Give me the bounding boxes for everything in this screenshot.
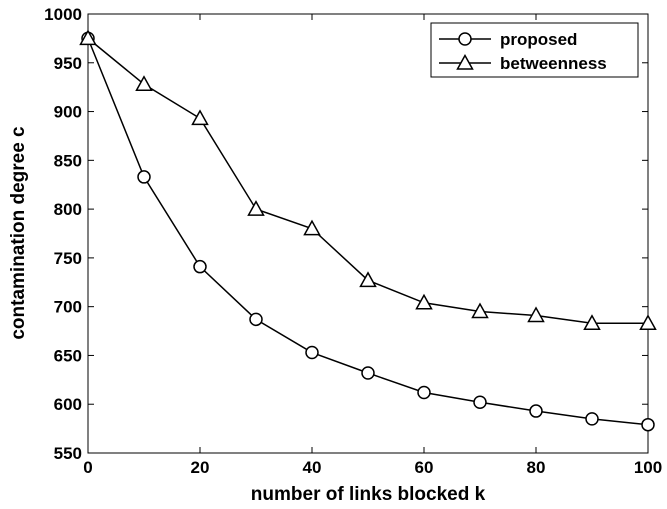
data-point-betweenness <box>639 314 657 331</box>
y-tick-label: 700 <box>54 298 82 317</box>
data-point-proposed <box>249 312 263 327</box>
x-axis-label: number of links blocked k <box>251 484 486 505</box>
data-point-betweenness <box>191 109 209 126</box>
data-point-proposed <box>529 404 543 418</box>
legend: proposed betweenness <box>430 22 639 78</box>
y-tick-label: 1000 <box>44 5 82 24</box>
x-tick-label: 40 <box>303 458 322 477</box>
y-tick-label: 800 <box>54 200 82 219</box>
data-point-betweenness <box>583 314 601 331</box>
data-point-proposed <box>473 395 487 410</box>
data-point-proposed <box>585 412 599 426</box>
plot-area <box>87 13 649 454</box>
series-layer <box>79 29 657 432</box>
data-point-betweenness <box>247 200 265 216</box>
y-tick-label: 750 <box>54 249 82 268</box>
x-axis-ticks: 0 20 40 60 80 100 <box>83 14 662 477</box>
y-tick-label: 650 <box>54 346 82 365</box>
data-point-betweenness <box>527 306 545 323</box>
y-tick-label: 850 <box>54 151 82 170</box>
data-point-proposed <box>361 366 375 380</box>
y-tick-label: 550 <box>54 444 82 463</box>
x-tick-label: 0 <box>83 458 92 477</box>
y-axis-label: contamination degree c <box>8 126 29 340</box>
data-point-betweenness <box>471 302 489 319</box>
legend-marker-circle <box>458 32 472 46</box>
x-tick-label: 20 <box>191 458 210 477</box>
data-point-betweenness <box>303 219 321 236</box>
legend-label-proposed: proposed <box>500 30 577 49</box>
data-point-betweenness <box>359 271 377 288</box>
y-axis-ticks: 550 600 650 700 750 800 850 900 950 1000 <box>44 5 648 463</box>
y-tick-label: 950 <box>54 54 82 73</box>
x-tick-label: 60 <box>415 458 434 477</box>
data-point-betweenness <box>79 29 97 46</box>
data-point-proposed <box>137 170 151 184</box>
x-tick-label: 80 <box>527 458 546 477</box>
data-point-betweenness <box>135 75 153 91</box>
data-point-betweenness <box>415 293 433 310</box>
y-tick-label: 600 <box>54 395 82 414</box>
legend-marker-triangle <box>456 53 474 70</box>
x-tick-label: 100 <box>634 458 662 477</box>
data-point-proposed <box>641 417 655 432</box>
data-point-proposed <box>193 259 207 274</box>
legend-label-betweenness: betweenness <box>500 54 607 73</box>
data-point-proposed <box>305 345 319 360</box>
y-tick-label: 900 <box>54 103 82 122</box>
data-point-proposed <box>417 385 431 400</box>
